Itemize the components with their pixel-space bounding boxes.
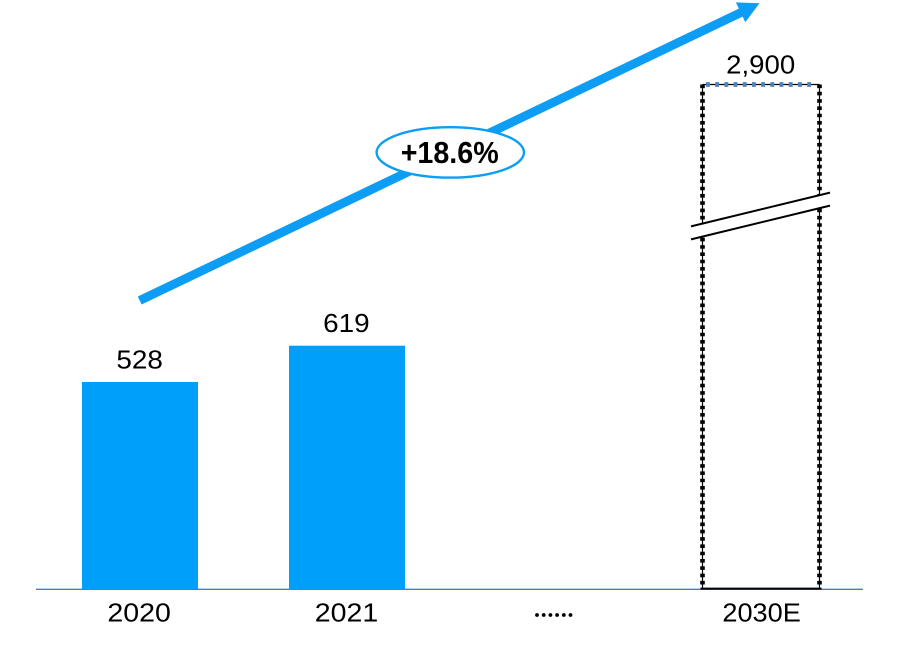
svg-text:2020: 2020 (107, 600, 171, 628)
svg-text:2021: 2021 (315, 600, 379, 628)
svg-text:+18.6%: +18.6% (401, 135, 499, 170)
svg-text:2,900: 2,900 (726, 52, 795, 80)
svg-text:619: 619 (323, 310, 370, 338)
svg-text:528: 528 (116, 347, 163, 375)
svg-text:2030E: 2030E (722, 600, 801, 628)
